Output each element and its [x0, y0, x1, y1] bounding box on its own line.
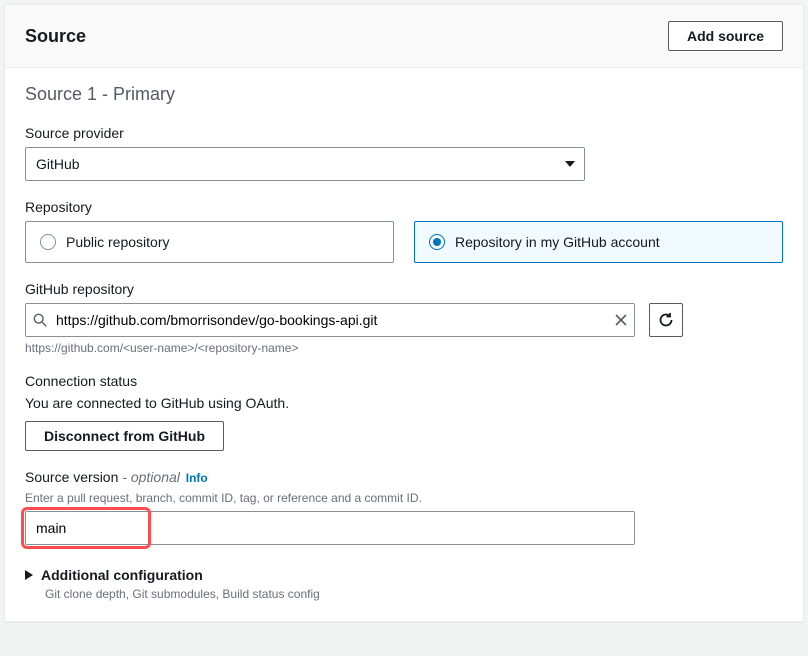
repo-option-label: Public repository [66, 234, 170, 250]
optional-text: - optional [118, 469, 179, 485]
repo-option-label: Repository in my GitHub account [455, 234, 660, 250]
connection-status: You are connected to GitHub using OAuth. [25, 395, 783, 411]
disconnect-button[interactable]: Disconnect from GitHub [25, 421, 224, 451]
github-repo-group: GitHub repository [25, 281, 783, 355]
source-provider-value: GitHub [25, 147, 585, 181]
source-provider-label: Source provider [25, 125, 783, 141]
additional-config-toggle[interactable]: Additional configuration [25, 567, 783, 583]
refresh-icon [658, 312, 674, 328]
additional-config-title: Additional configuration [41, 567, 203, 583]
panel-title: Source [25, 26, 86, 47]
github-repo-hint: https://github.com/<user-name>/<reposito… [25, 341, 783, 355]
source-version-hint: Enter a pull request, branch, commit ID,… [25, 491, 783, 505]
repo-option-account[interactable]: Repository in my GitHub account [414, 221, 783, 263]
caret-right-icon [25, 570, 33, 580]
section-title: Source 1 - Primary [25, 84, 783, 105]
repo-option-public[interactable]: Public repository [25, 221, 394, 263]
github-repo-input[interactable] [25, 303, 635, 337]
connection-group: Connection status You are connected to G… [25, 373, 783, 451]
source-panel: Source Add source Source 1 - Primary Sou… [4, 4, 804, 622]
source-provider-group: Source provider GitHub [25, 125, 783, 181]
source-version-input[interactable] [25, 511, 635, 545]
repository-options: Public repository Repository in my GitHu… [25, 221, 783, 263]
radio-icon [40, 234, 56, 250]
additional-config-sub: Git clone depth, Git submodules, Build s… [45, 587, 783, 601]
additional-config: Additional configuration Git clone depth… [25, 567, 783, 601]
source-version-label-text: Source version [25, 469, 118, 485]
repository-label: Repository [25, 199, 783, 215]
clear-icon[interactable] [615, 314, 627, 326]
panel-body: Source 1 - Primary Source provider GitHu… [5, 68, 803, 621]
source-provider-select[interactable]: GitHub [25, 147, 585, 181]
radio-icon [429, 234, 445, 250]
repository-group: Repository Public repository Repository … [25, 199, 783, 263]
github-repo-input-wrap [25, 303, 635, 337]
github-repo-label: GitHub repository [25, 281, 783, 297]
add-source-button[interactable]: Add source [668, 21, 783, 51]
refresh-button[interactable] [649, 303, 683, 337]
panel-header: Source Add source [5, 5, 803, 68]
source-version-label: Source version - optional Info [25, 469, 783, 485]
source-version-group: Source version - optional Info Enter a p… [25, 469, 783, 545]
info-link[interactable]: Info [186, 471, 208, 485]
connection-label: Connection status [25, 373, 783, 389]
